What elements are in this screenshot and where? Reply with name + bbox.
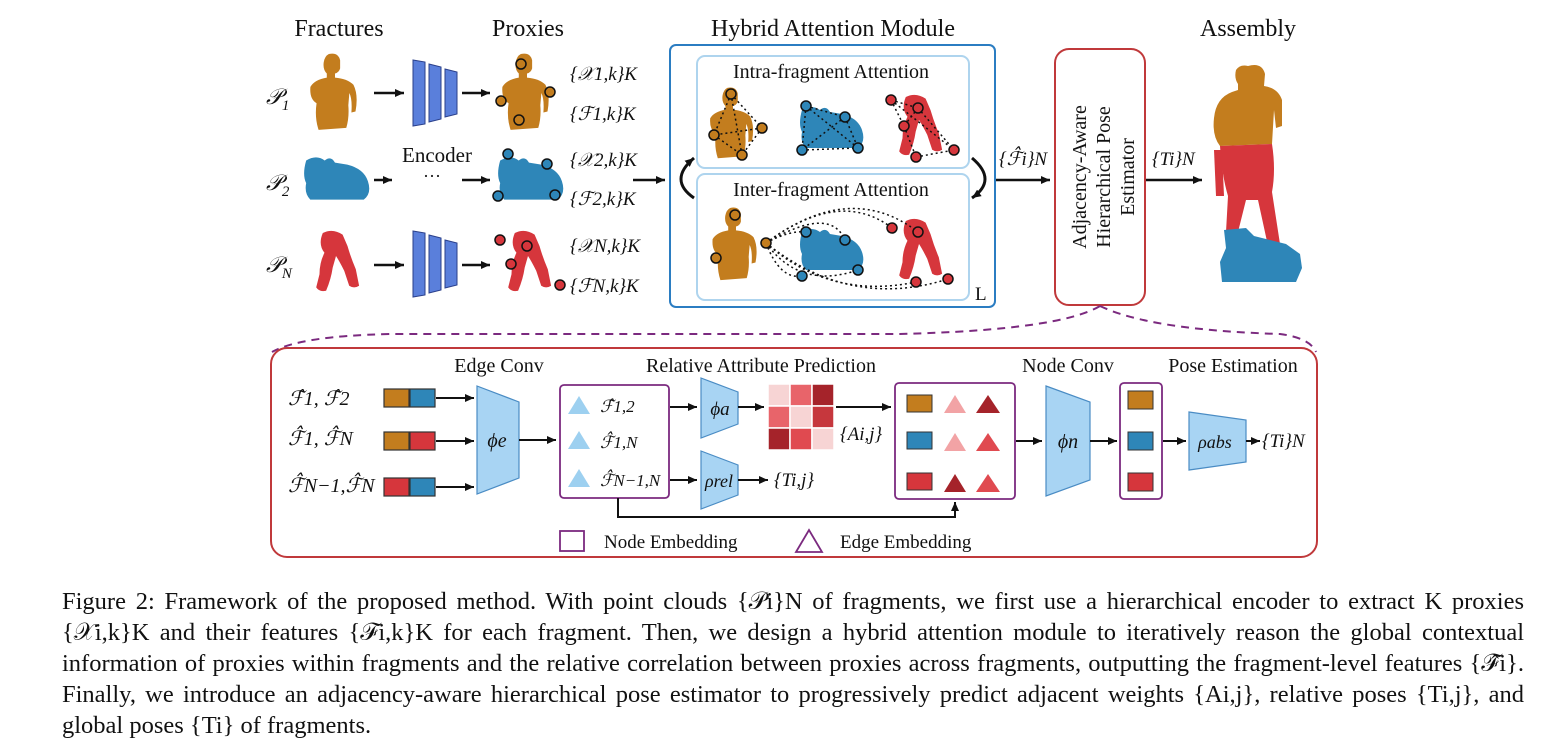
node-embedding-items [1127,390,1154,492]
fragment-label-n: 𝒫N [266,252,293,282]
edge-feature-box [559,384,670,499]
ti-output-label: {Ti}N [1152,149,1196,170]
loop-arrow-left [679,156,695,200]
relative-prediction-title: Relative Attribute Prediction [646,355,876,377]
zoom-connector-right [1099,305,1317,353]
inter-attention-box [696,173,970,301]
inter-links [765,207,949,290]
adjacency-matrix [767,383,835,451]
proxy-x-label-2: {𝒳2,k}K [570,150,638,171]
intra-points-2 [796,100,864,156]
proxy-points-1 [495,58,556,126]
svg-text:Adjacency-Aware: Adjacency-Aware [1069,105,1091,249]
fragment-legs-shape [316,230,360,292]
caption-label: Figure 2: [62,588,155,615]
edge-feature-label-1: ℱ̂1,2 [600,397,635,416]
encoder-block-n [412,230,458,298]
pose-estimator-label: Adjacency-Aware Hierarchical Pose Estima… [1069,105,1139,249]
fragment-label-1: 𝒫1 [266,84,289,114]
t-ij-label: {Ti,j} [774,470,814,491]
rho-rel-block [700,450,739,510]
node-embedding-box [1119,382,1163,500]
figure-caption: Figure 2: Framework of the proposed meth… [62,586,1524,741]
node-conv-title: Node Conv [1022,355,1114,377]
legend-node-icon [559,530,585,552]
fragment-bust-shape [310,53,357,130]
proxy-x-label-n: {𝒳N,k}K [570,236,641,257]
proxy-points-2 [492,148,561,202]
pose-estimation-title: Pose Estimation [1168,355,1297,377]
edge-conv-title: Edge Conv [454,355,543,377]
loop-arrow-right [971,156,987,200]
intra-attention-box [696,55,970,169]
edge-feature-label-2: ℱ̂1,N [600,431,639,452]
proxy-f-label-n: {ℱN,k}K [570,276,640,297]
header-fractures: Fractures [294,16,383,42]
encoder-label: Encoder [402,143,472,167]
pair-label-3: ℱ̂N−1,ℱ̂N [288,472,376,497]
legend-edge-label: Edge Embedding [840,532,972,553]
a-ij-label: {Ai,j} [840,424,883,445]
fhat-output-label: {ℱ̂i}N [999,146,1048,170]
pose-estimator-box [1054,48,1146,306]
t-i-output-label: {Ti}N [1262,431,1306,452]
assembly-statue [1213,65,1302,282]
encoder-block-1 [412,59,458,127]
caption-text: Framework of the proposed method. With p… [62,588,1525,739]
inter-points [710,209,954,288]
phi-e-label: ϕe [487,430,506,452]
legend-node-label: Node Embedding [604,532,738,553]
edge-feature-label-3: ℱ̂N−1,N [600,469,662,490]
rho-abs-block [1188,411,1247,471]
intra-points-1 [708,88,768,161]
framework-diagram: Fractures Proxies Hybrid Attention Modul… [266,16,1318,558]
inter-attention-title: Inter-fragment Attention [733,179,929,201]
svg-text:Estimator: Estimator [1117,138,1139,216]
pair-blocks [383,388,436,497]
legend-edge-icon [794,528,824,553]
intra-attention-title: Intra-fragment Attention [733,61,929,83]
intra-points-n [885,94,960,163]
rho-abs-label: ρabs [1197,432,1232,452]
phi-n-block [1045,385,1091,497]
proxy-points-n [494,234,566,291]
pair-label-2: ℱ̂1, ℱ̂N [288,425,354,450]
graph-embedding-items [906,394,1000,492]
fragment-base-shape [304,157,370,200]
estimator-detail-box [270,347,1318,558]
encoder-ellipsis: ··· [423,166,441,186]
hybrid-attention-box [669,44,996,308]
fragment-label-2: 𝒫2 [266,170,290,200]
phi-n-label: ϕn [1058,431,1078,453]
proxy-x-label-1: {𝒳1,k}K [570,64,638,85]
graph-embedding-box [894,382,1016,500]
header-assembly: Assembly [1200,16,1296,42]
header-proxies: Proxies [492,16,564,42]
svg-text:Hierarchical Pose: Hierarchical Pose [1093,106,1115,248]
pair-label-1: ℱ̂1, ℱ̂2 [288,388,349,410]
header-hybrid-attention: Hybrid Attention Module [711,16,955,42]
proxy-f-label-1: {ℱ1,k}K [570,104,637,125]
phi-a-label: ϕa [710,399,729,420]
rho-rel-label: ρrel [704,471,733,491]
skip-connection [617,498,959,518]
zoom-connector-left [271,305,1101,353]
phi-a-block [700,377,739,439]
edge-feature-triangles [568,396,590,487]
phi-e-block [476,385,520,495]
loop-count-label: L [975,284,987,305]
proxy-f-label-2: {ℱ2,k}K [570,189,637,210]
